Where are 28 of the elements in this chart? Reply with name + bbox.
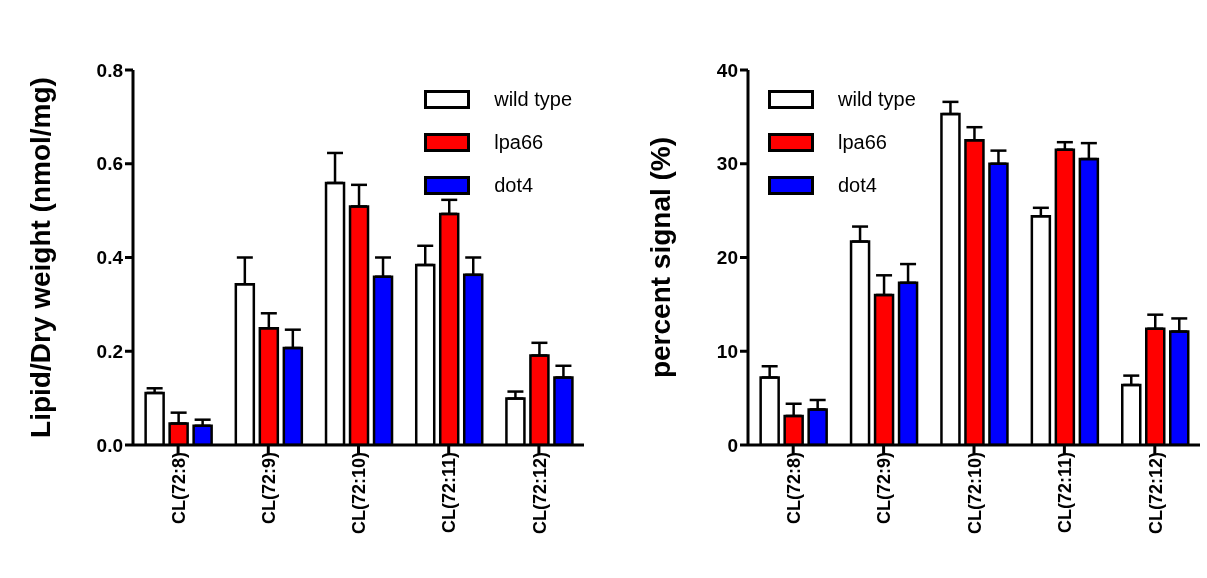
- x-tick-label: CL(72:12): [529, 452, 550, 535]
- y-tick-label: 40: [716, 59, 738, 81]
- y-axis-title: percent signal (%): [644, 136, 676, 379]
- legend-label: lpa66: [494, 131, 544, 154]
- legend-label: dot4: [838, 174, 877, 197]
- legend-label: wild type: [494, 88, 572, 111]
- x-tick-label: CL(72:8): [168, 452, 189, 525]
- y-tick-label: 0.0: [96, 434, 123, 456]
- legend-label: lpa66: [838, 131, 887, 154]
- x-tick-label: CL(72:10): [964, 452, 985, 535]
- x-tick-label: CL(72:8): [783, 452, 804, 525]
- y-tick-label: 0.2: [96, 340, 123, 362]
- x-tick-label: CL(72:12): [1145, 452, 1166, 535]
- x-tick-label: CL(72:11): [439, 452, 460, 534]
- legend-label: wild type: [838, 88, 916, 111]
- x-tick-label: CL(72:11): [1055, 452, 1076, 534]
- y-tick-label: 20: [716, 247, 738, 269]
- y-axis-title: Lipid/Dry weight (nmol/mg): [24, 77, 56, 438]
- y-tick-label: 0.6: [96, 153, 123, 175]
- y-tick-label: 0: [727, 434, 738, 456]
- legend-label: dot4: [494, 174, 534, 197]
- y-tick-label: 0.8: [96, 59, 123, 81]
- x-tick-label: CL(72:9): [259, 452, 280, 525]
- x-tick-label: CL(72:10): [349, 452, 370, 535]
- x-tick-label: CL(72:9): [874, 452, 895, 525]
- y-tick-label: 0.4: [96, 247, 124, 269]
- y-tick-label: 10: [716, 340, 738, 362]
- y-tick-label: 30: [716, 153, 738, 175]
